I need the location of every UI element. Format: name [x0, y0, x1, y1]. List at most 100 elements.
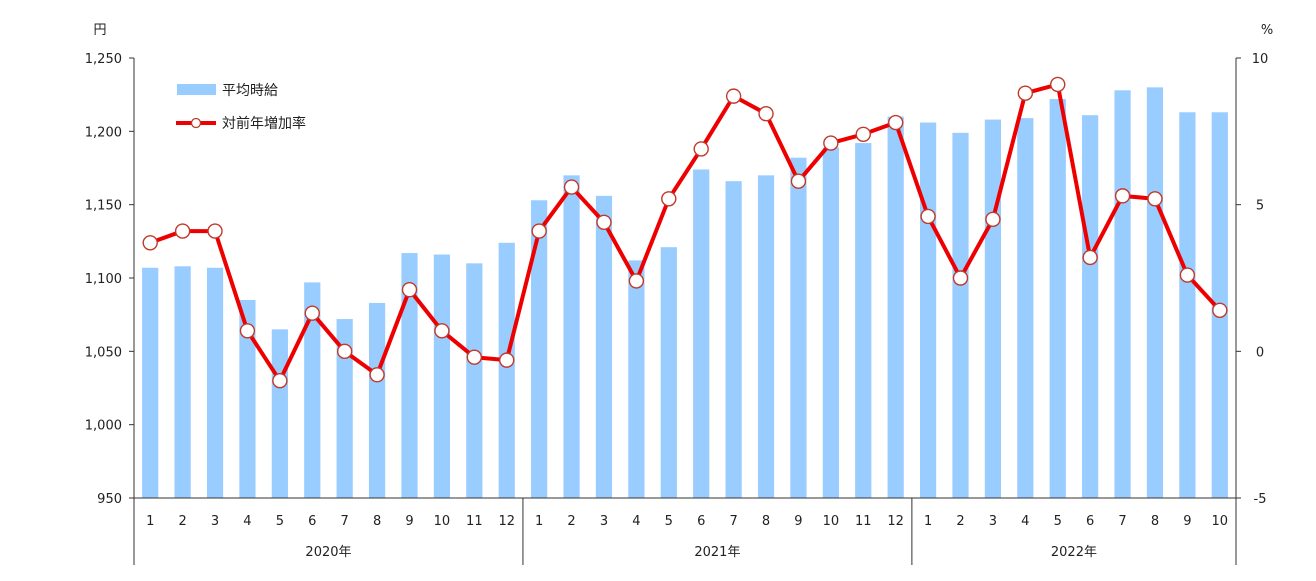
month-label: 7 — [341, 514, 349, 529]
growth-rate-point-9 — [401, 282, 418, 298]
growth-rate-point-8 — [369, 367, 385, 383]
x-axis-labels: 1 2 3 4 5 6 7 8 9 10 11 12 1 2 3 4 5 6 7 8 9 10 11 12 1 2 3 4 5 6 7 8 9 1… — [133, 498, 1237, 565]
month-label: 1 — [146, 514, 154, 529]
growth-rate-point-6 — [304, 305, 320, 321]
month-label: 9 — [405, 514, 413, 529]
bar-19 — [725, 181, 742, 498]
month-label: 10 — [1212, 514, 1229, 529]
growth-rate-point-22 — [823, 135, 839, 151]
month-label: 10 — [434, 514, 451, 529]
bar-12 — [498, 242, 515, 498]
bar-27 — [984, 119, 1002, 498]
bar-11 — [466, 263, 483, 498]
growth-rate-point-4 — [239, 323, 256, 339]
growth-rate-point-14 — [563, 179, 580, 195]
bar-7 — [336, 319, 353, 498]
growth-rate-point-21 — [790, 173, 807, 189]
bar-5 — [271, 329, 288, 498]
growth-rate-point-1 — [142, 235, 158, 251]
growth-rate-point-12 — [499, 352, 515, 368]
growth-rate-point-27 — [985, 211, 1001, 228]
bar-22 — [822, 147, 839, 498]
right-axis-unit: % — [1261, 23, 1273, 38]
bar-20 — [757, 175, 775, 499]
month-label: 9 — [1183, 514, 1191, 529]
year-label: 2021年 — [694, 545, 740, 560]
bar-8 — [368, 302, 386, 498]
month-label: 6 — [697, 514, 705, 529]
month-label: 4 — [632, 514, 640, 529]
growth-rate-point-10 — [434, 323, 450, 339]
growth-rate-point-19 — [725, 88, 742, 104]
line-series — [142, 76, 1228, 389]
bar-23 — [855, 143, 872, 499]
month-label: 4 — [1021, 514, 1029, 529]
month-label: 1 — [535, 514, 543, 529]
growth-rate-point-29 — [1050, 76, 1066, 93]
bar-26 — [952, 132, 969, 499]
growth-rate-point-5 — [272, 372, 288, 389]
left-tick-label: 1,100 — [85, 272, 122, 287]
bar-14 — [563, 175, 580, 499]
left-tick-label: 1,150 — [85, 199, 122, 214]
growth-rate-point-28 — [1017, 85, 1034, 101]
legend-line-marker — [190, 117, 202, 129]
bar-29 — [1049, 99, 1066, 499]
right-tick-label: -5 — [1254, 492, 1267, 507]
growth-rate-point-18 — [693, 141, 709, 157]
legend-bar-swatch — [177, 84, 216, 95]
bar-15 — [595, 195, 613, 498]
bar-3 — [206, 267, 224, 498]
left-tick-label: 1,000 — [85, 419, 122, 434]
month-label: 5 — [1054, 514, 1062, 529]
right-axis-ticks: -5 0 5 10 — [1236, 52, 1268, 507]
growth-rate-point-31 — [1114, 188, 1131, 204]
bar-4 — [239, 300, 256, 498]
bar-31 — [1114, 90, 1131, 499]
bar-32 — [1146, 87, 1164, 498]
growth-rate-point-33 — [1179, 267, 1196, 283]
year-label: 2020年 — [305, 545, 351, 560]
bar-13 — [531, 200, 548, 498]
bar-30 — [1082, 115, 1099, 498]
growth-rate-point-15 — [596, 214, 612, 230]
growth-rate-point-24 — [887, 114, 904, 131]
legend-bar-label: 平均時給 — [222, 83, 278, 99]
right-tick-label: 10 — [1252, 52, 1269, 67]
bar-1 — [142, 267, 159, 498]
bar-17 — [660, 247, 677, 498]
bar-10 — [433, 254, 451, 498]
month-label: 7 — [1118, 514, 1126, 529]
left-tick-label: 950 — [97, 492, 122, 507]
month-label: 6 — [308, 514, 316, 529]
month-label: 2 — [178, 514, 186, 529]
growth-rate-point-3 — [207, 223, 223, 239]
bar-16 — [628, 260, 645, 498]
growth-rate-point-7 — [336, 343, 353, 360]
month-label: 7 — [729, 514, 737, 529]
month-label: 12 — [498, 514, 515, 529]
bar-9 — [401, 253, 418, 498]
bar-6 — [304, 282, 321, 498]
growth-rate-point-32 — [1147, 191, 1163, 207]
growth-rate-point-30 — [1082, 249, 1098, 266]
growth-rate-point-13 — [531, 223, 547, 239]
left-axis-ticks: 950 1,000 1,050 1,100 1,150 1,200 1,250 — [85, 52, 134, 507]
growth-rate-point-17 — [661, 191, 677, 207]
month-label: 2 — [956, 514, 964, 529]
month-label: 10 — [823, 514, 840, 529]
month-label: 5 — [276, 514, 284, 529]
month-label: 11 — [466, 514, 483, 529]
month-label: 4 — [243, 514, 251, 529]
legend: 平均時給 対前年増加率 — [176, 83, 306, 132]
left-tick-label: 1,200 — [85, 125, 122, 140]
left-axis-unit: 円 — [93, 23, 106, 38]
growth-rate-point-34 — [1212, 302, 1228, 318]
bar-24 — [887, 116, 904, 499]
growth-rate-point-11 — [466, 349, 483, 365]
bar-18 — [693, 169, 710, 498]
legend-line-label: 対前年増加率 — [222, 115, 306, 132]
growth-rate-point-20 — [758, 106, 774, 122]
growth-rate-point-2 — [174, 223, 191, 239]
